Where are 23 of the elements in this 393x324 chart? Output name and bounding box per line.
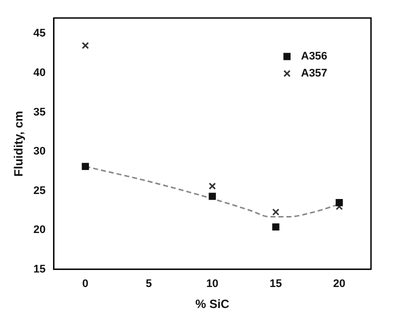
y-tick-label: 25 (33, 184, 46, 197)
point (208, 192, 216, 200)
legend-label: A357 (301, 68, 328, 80)
y-tick-label: 45 (33, 28, 46, 40)
x-tick-label: 10 (206, 278, 218, 290)
y-tick-label: 35 (33, 106, 46, 118)
y-tick-label: 40 (33, 67, 46, 80)
x-tick-label: 5 (146, 278, 152, 290)
point (82, 42, 89, 50)
point (82, 162, 89, 170)
y-tick-label: 15 (33, 263, 46, 276)
x-tick-label: 20 (333, 278, 346, 290)
point (208, 182, 216, 190)
point (336, 199, 343, 206)
y-axis-title: Fluidity, cm (12, 110, 26, 177)
x-axis-title: % SiC (195, 297, 230, 312)
x-tick-label: 15 (270, 278, 282, 290)
y-tick-label: 20 (33, 224, 46, 236)
y-tick-label: 30 (33, 146, 46, 158)
point (272, 208, 280, 216)
x-tick-label: 0 (82, 278, 88, 290)
legend-label: A356 (301, 50, 328, 63)
point (272, 223, 280, 231)
